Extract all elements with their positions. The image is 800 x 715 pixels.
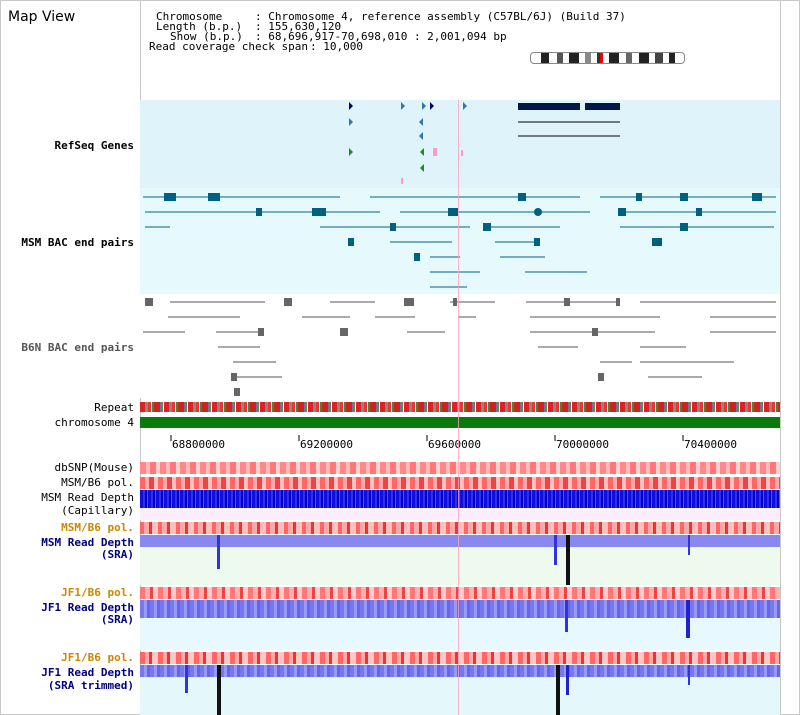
dbsnp-label: dbSNP(Mouse) <box>54 461 134 474</box>
msm-b6-pol-heatmap[interactable] <box>140 477 780 489</box>
jf1-depth-sra-sub: (SRA) <box>100 613 134 626</box>
msm-depth-sra-sub: (SRA) <box>100 548 134 561</box>
position-ruler <box>140 430 780 460</box>
tick-label: 70000000 <box>556 438 609 451</box>
msm-b6-pol-label: MSM/B6 pol. <box>61 476 134 489</box>
b6n-bac-track <box>140 294 780 398</box>
jf1-b6-pol-heatmap[interactable] <box>140 587 780 599</box>
chromosome-ideogram[interactable] <box>530 52 685 64</box>
length-value: : 155,630,120 <box>255 20 342 33</box>
repeat-label: Repeat <box>94 401 134 414</box>
chromosome-label: chromosome 4 <box>54 416 134 429</box>
refseq-label: RefSeq Genes <box>54 139 134 152</box>
chromosome-key: Chromosome <box>156 10 223 23</box>
msm-b6-pol-2-label: MSM/B6 pol. <box>61 521 134 534</box>
repeat-track[interactable] <box>140 402 780 412</box>
msm-bac-label: MSM BAC end pairs <box>21 236 134 249</box>
tick-label: 70400000 <box>684 438 737 451</box>
show-key: Show (b.p.) <box>170 30 243 43</box>
jf1-b6-pol-label: JF1/B6 pol. <box>61 586 134 599</box>
page-title: Map View <box>8 9 76 25</box>
chromosome-value: : Chromosome 4, reference assembly (C57B… <box>255 10 626 23</box>
jf1-depth-sra-label: JF1 Read Depth <box>41 601 134 614</box>
msm-depth-sra-track[interactable] <box>140 535 780 585</box>
msm-depth-sra-bars <box>140 535 780 547</box>
msm-depth-cap-sub: (Capillary) <box>61 504 134 517</box>
b6n-bac-pairs[interactable] <box>140 294 780 398</box>
jf1-depth-trim-sub: (SRA trimmed) <box>47 679 134 692</box>
refseq-track <box>140 100 780 188</box>
msm-depth-sra-label: MSM Read Depth <box>41 536 134 549</box>
jf1-depth-trim-track[interactable] <box>140 665 780 715</box>
show-value: : 68,696,917-70,698,010 : 2,001,094 bp <box>255 30 507 43</box>
msm-depth-cap-label: MSM Read Depth <box>41 491 134 504</box>
jf1-depth-sra-bars <box>140 600 780 618</box>
refseq-features[interactable] <box>140 100 780 188</box>
jf1-b6-pol-2-heatmap[interactable] <box>140 652 780 664</box>
msm-depth-cap-track[interactable] <box>140 490 780 520</box>
jf1-depth-sra-track[interactable] <box>140 600 780 650</box>
msm-bac-track <box>140 188 780 294</box>
tick-label: 69200000 <box>300 438 353 451</box>
length-key: Length (b.p.) <box>156 20 243 33</box>
coverage-value: : 10,000 <box>310 40 363 53</box>
msm-depth-cap-bars <box>140 490 780 508</box>
jf1-depth-trim-label: JF1 Read Depth <box>41 666 134 679</box>
ruler-ticks <box>170 435 684 441</box>
jf1-depth-trim-bars <box>140 665 780 677</box>
jf1-b6-pol-2-label: JF1/B6 pol. <box>61 651 134 664</box>
msm-bac-pairs[interactable] <box>140 188 780 294</box>
tick-label: 69600000 <box>428 438 481 451</box>
b6n-bac-label: B6N BAC end pairs <box>21 341 134 354</box>
selection-guide-line <box>458 100 459 715</box>
tick-label: 68800000 <box>172 438 225 451</box>
track-right-border <box>780 0 781 715</box>
dbsnp-heatmap[interactable] <box>140 462 780 474</box>
msm-b6-pol-2-heatmap[interactable] <box>140 522 780 534</box>
coverage-key: Read coverage check span <box>149 40 308 53</box>
chromosome-bar[interactable] <box>140 417 780 428</box>
